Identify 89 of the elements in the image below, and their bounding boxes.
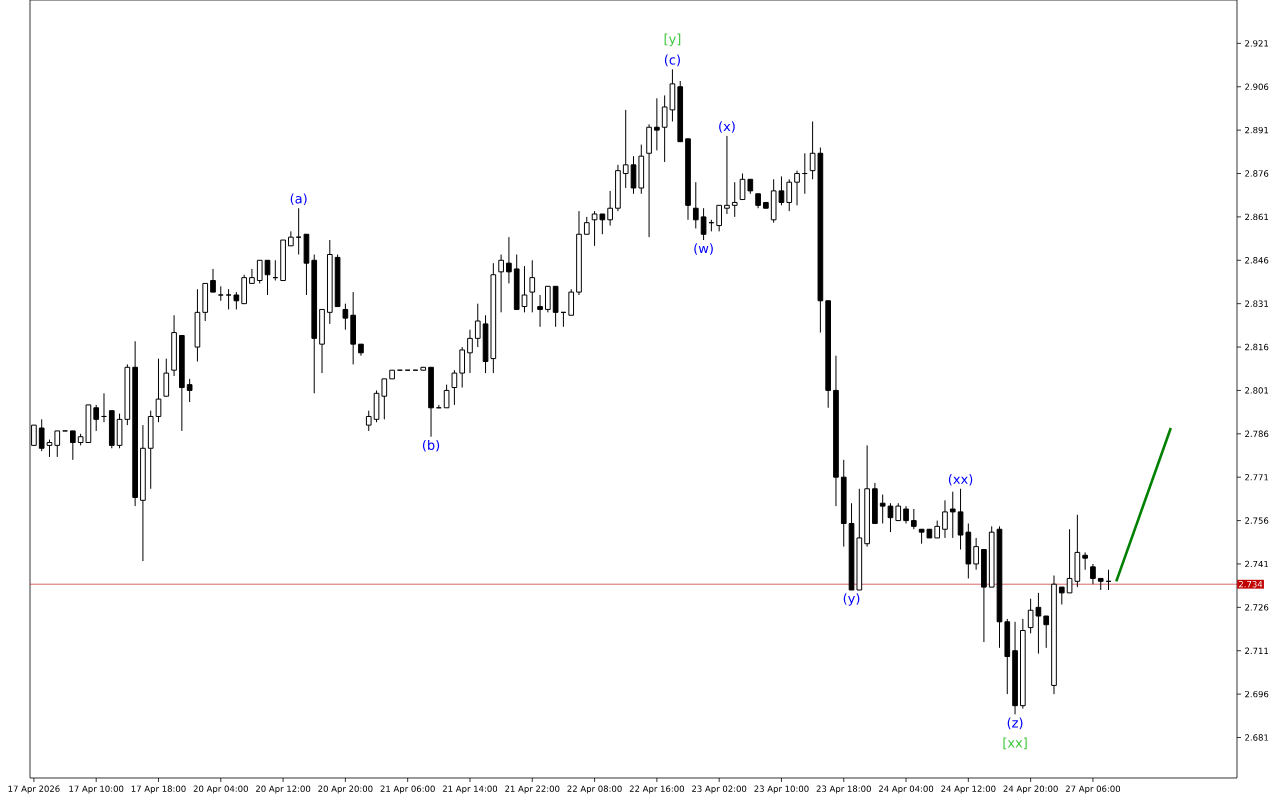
candlestick (911, 508, 917, 530)
annotation: (xx) (948, 473, 973, 486)
candlestick (545, 285, 551, 313)
candlestick (731, 181, 738, 218)
x-tick-label: 23 Apr 18:00 (816, 785, 871, 794)
candlestick (295, 207, 302, 255)
annotation: (y) (843, 593, 860, 606)
candlestick (1090, 563, 1096, 585)
y-tick-label: 2.681 (1245, 734, 1269, 741)
candlestick (506, 236, 512, 284)
x-tick-label: 21 Apr 22:00 (505, 785, 560, 794)
y-tick-label: 2.831 (1245, 300, 1269, 307)
candlestick (365, 410, 372, 432)
candlestick (474, 303, 481, 348)
x-tick-label: 27 Apr 06:00 (1065, 785, 1121, 794)
x-tick-label: 23 Apr 10:00 (754, 785, 809, 794)
x-tick-label: 21 Apr 14:00 (442, 785, 498, 794)
x-tick-label: 20 Apr 20:00 (318, 785, 373, 794)
y-tick-label: 2.801 (1245, 387, 1269, 394)
y-tick-label: 2.906 (1245, 83, 1269, 90)
candlestick (459, 346, 466, 389)
x-tick-label: 22 Apr 16:00 (629, 785, 684, 794)
candlestick (622, 109, 629, 189)
candlestick (794, 170, 800, 206)
ref-line-label: 2.734 (1239, 581, 1263, 588)
candlestick (210, 268, 216, 293)
candlestick (716, 204, 722, 232)
candlestick (451, 369, 458, 406)
x-tick-label: 17 Apr 10:00 (69, 785, 124, 794)
candlestick (249, 268, 255, 284)
candlestick (256, 259, 263, 284)
y-tick-label: 2.816 (1245, 343, 1269, 351)
candlestick (1082, 551, 1088, 571)
y-tick-label: 2.891 (1245, 126, 1269, 134)
candlestick (692, 181, 699, 229)
annotation: (w) (694, 243, 713, 255)
candlestick (973, 537, 979, 571)
candlestick (949, 491, 956, 539)
x-tick-label: 22 Apr 08:00 (567, 785, 622, 794)
x-tick-label: 17 Apr 2026 (8, 785, 60, 794)
annotation: [y] (664, 33, 681, 47)
annotation: (a) (290, 193, 307, 206)
y-tick-label: 2.771 (1245, 474, 1269, 481)
candlestick (630, 155, 637, 195)
x-tick-label: 20 Apr 12:00 (256, 785, 311, 794)
y-tick-label: 2.711 (1245, 647, 1269, 654)
candlestick (225, 288, 232, 310)
y-tick-label: 2.756 (1245, 517, 1269, 524)
y-tick-label: 2.786 (1245, 430, 1269, 438)
y-tick-label: 2.861 (1245, 213, 1269, 221)
candlestick (93, 404, 100, 432)
y-tick-label: 2.921 (1245, 40, 1269, 47)
x-tick-label: 24 Apr 20:00 (1003, 785, 1058, 794)
candlestick (942, 499, 948, 539)
y-tick-label: 2.696 (1245, 690, 1269, 698)
candlestick (724, 135, 730, 215)
candlestick (155, 358, 162, 423)
candlestick (163, 358, 170, 397)
annotation: (c) (664, 54, 680, 67)
x-tick-label: 23 Apr 02:00 (692, 785, 747, 794)
y-tick-label: 2.876 (1245, 170, 1269, 177)
candlestick (529, 259, 536, 313)
candlestick (70, 430, 76, 461)
x-tick-label: 24 Apr 12:00 (941, 785, 996, 794)
candlestick (467, 329, 473, 374)
candlestick (498, 254, 504, 313)
candlestick (217, 285, 224, 302)
annotation: (z) (1007, 717, 1023, 730)
x-tick-label: 24 Apr 04:00 (878, 785, 934, 794)
y-tick-label: 2.846 (1245, 257, 1269, 264)
annotation: [xx] (1003, 737, 1027, 750)
y-tick-label: 2.741 (1245, 560, 1269, 568)
x-tick-label: 21 Apr 06:00 (380, 785, 435, 794)
annotation: (b) (422, 439, 440, 452)
candlestick (568, 288, 575, 316)
candlestick (1043, 615, 1050, 649)
candlestick (700, 207, 707, 241)
candlestick (443, 384, 450, 409)
candlestick (342, 303, 349, 331)
candlestick (654, 97, 660, 151)
y-tick-label: 2.726 (1245, 604, 1269, 611)
candlestick (537, 294, 543, 328)
x-tick-label: 17 Apr 18:00 (131, 785, 186, 794)
x-tick-label: 20 Apr 04:00 (193, 785, 248, 794)
annotation: (x) (719, 121, 735, 133)
candlestick (786, 178, 793, 212)
candlestick (607, 190, 613, 227)
candlestick (186, 378, 193, 403)
candlestick (54, 430, 61, 458)
